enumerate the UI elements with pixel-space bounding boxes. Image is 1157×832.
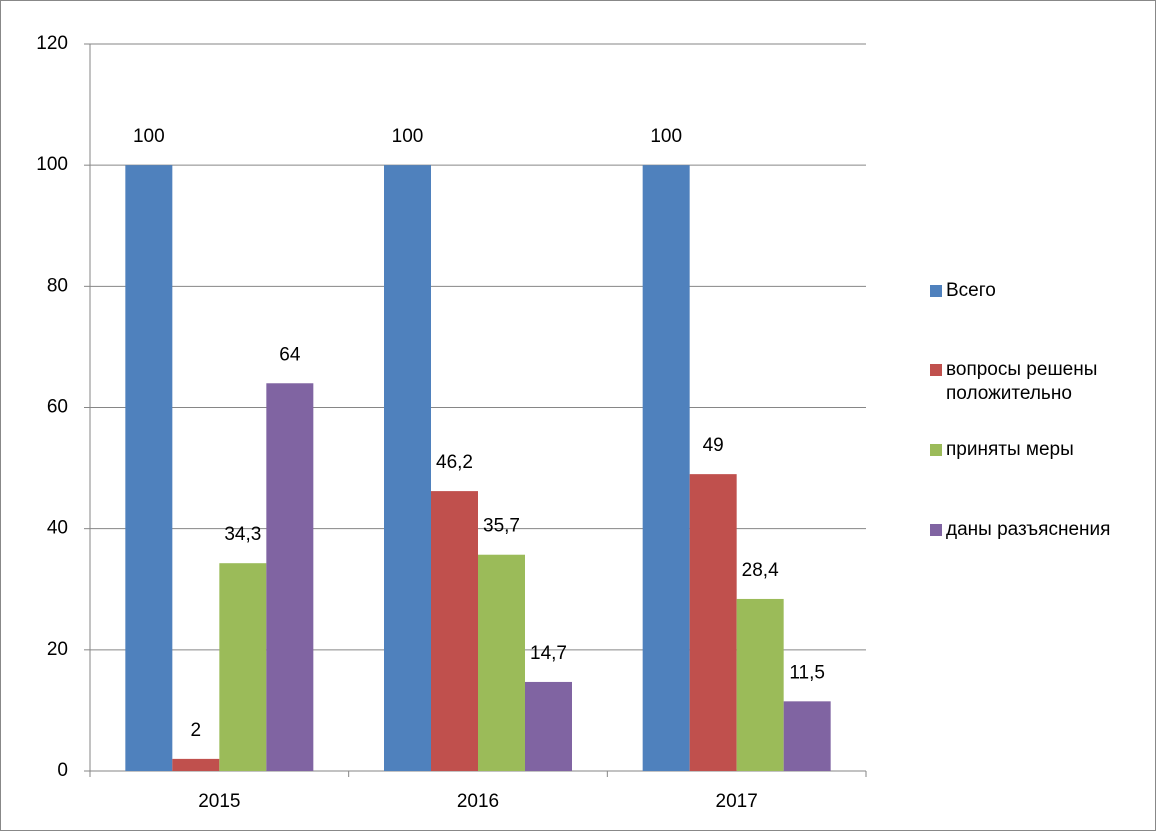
data-label: 14,7: [530, 643, 567, 664]
bar: [384, 165, 431, 771]
legend-item: Всего: [930, 279, 996, 303]
legend-item: вопросы решены положительно: [930, 358, 1150, 406]
bar: [266, 383, 314, 771]
data-label: 49: [703, 435, 724, 456]
data-label: 34,3: [224, 524, 261, 545]
x-tick-label: 2017: [716, 791, 758, 812]
data-label: 28,4: [742, 560, 779, 581]
y-tick-label: 60: [47, 397, 68, 418]
data-label: 35,7: [483, 516, 520, 537]
bar: [172, 758, 220, 771]
bar: [783, 701, 831, 771]
y-tick-label: 120: [36, 33, 68, 54]
data-label: 100: [650, 126, 682, 147]
bar: [478, 554, 525, 771]
bar: [525, 681, 572, 771]
bar: [642, 165, 690, 771]
y-tick-label: 100: [36, 154, 68, 175]
data-label: 100: [392, 126, 424, 147]
legend-item: даны разъяснения: [930, 518, 1110, 542]
bar: [219, 563, 267, 771]
y-tick-label: 20: [47, 639, 68, 660]
legend-label: Всего: [946, 280, 996, 301]
y-tick-label: 0: [57, 760, 68, 781]
legend-swatch: [930, 444, 942, 456]
data-label: 100: [133, 126, 165, 147]
x-tick-label: 2015: [198, 791, 240, 812]
legend-label: вопросы решены положительно: [946, 359, 1098, 404]
data-label: 2: [191, 720, 202, 741]
y-tick-label: 40: [47, 518, 68, 539]
data-label: 11,5: [789, 662, 825, 683]
data-label: 64: [279, 344, 301, 365]
bar: [689, 474, 737, 771]
legend-item: приняты меры: [930, 438, 1074, 462]
legend-swatch: [930, 285, 942, 297]
y-tick-label: 80: [47, 275, 68, 296]
data-label: 46,2: [436, 452, 473, 473]
legend-label: даны разъяснения: [946, 519, 1111, 540]
legend-swatch: [930, 364, 942, 376]
bar: [736, 598, 784, 771]
bar: [431, 491, 478, 771]
legend-swatch: [930, 524, 942, 536]
legend-label: приняты меры: [946, 439, 1074, 460]
bar: [125, 165, 173, 771]
x-tick-label: 2016: [457, 791, 499, 812]
